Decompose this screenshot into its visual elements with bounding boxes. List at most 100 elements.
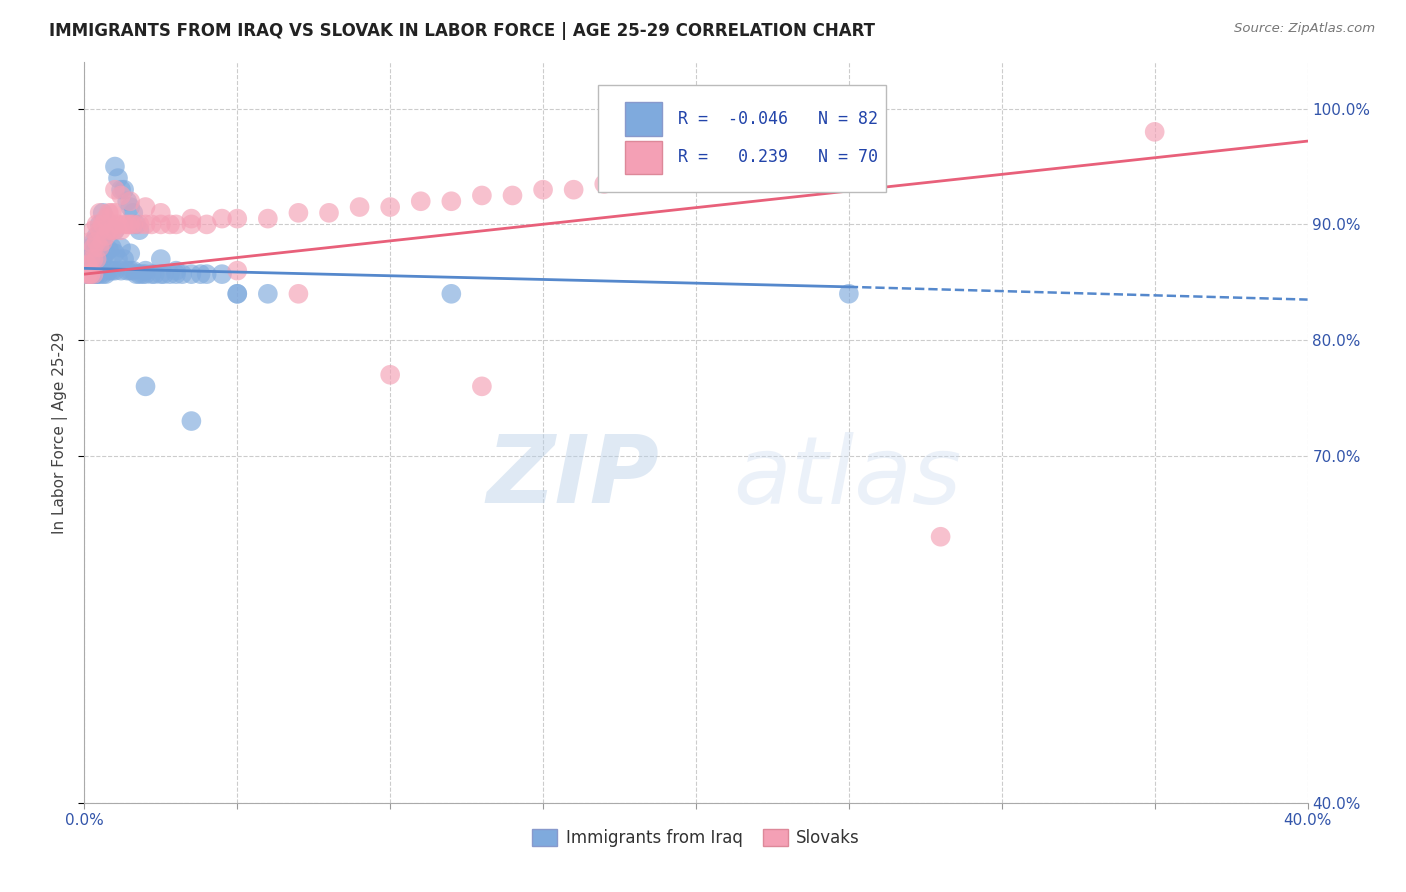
Point: [838, 286, 860, 301]
Point: [226, 286, 249, 301]
Point: [471, 379, 494, 393]
Point: [165, 218, 187, 232]
Point: [115, 194, 138, 209]
Point: [122, 206, 145, 220]
Point: [101, 240, 124, 254]
Point: [211, 211, 233, 226]
Point: [1143, 125, 1166, 139]
Point: [190, 267, 212, 281]
Point: [120, 200, 142, 214]
Point: [593, 177, 616, 191]
Point: [79, 235, 101, 249]
Point: [195, 218, 218, 232]
Point: [112, 252, 135, 266]
Point: [86, 229, 108, 244]
Point: [125, 218, 148, 232]
Point: [149, 218, 172, 232]
Point: [165, 267, 187, 281]
Point: [83, 240, 105, 254]
Point: [211, 267, 233, 281]
Point: [79, 267, 101, 281]
Point: [226, 211, 249, 226]
Point: [83, 258, 105, 272]
Point: [91, 252, 114, 266]
Point: [128, 218, 150, 232]
Point: [101, 223, 124, 237]
Point: [287, 286, 309, 301]
FancyBboxPatch shape: [598, 85, 886, 192]
Point: [531, 183, 554, 197]
Point: [91, 267, 114, 281]
Point: [380, 368, 402, 382]
Point: [94, 229, 117, 244]
Point: [122, 218, 145, 232]
Point: [89, 240, 111, 254]
Point: [159, 218, 181, 232]
Point: [107, 218, 129, 232]
Text: IMMIGRANTS FROM IRAQ VS SLOVAK IN LABOR FORCE | AGE 25-29 CORRELATION CHART: IMMIGRANTS FROM IRAQ VS SLOVAK IN LABOR …: [49, 22, 875, 40]
Point: [180, 267, 202, 281]
Text: R =   0.239   N = 70: R = 0.239 N = 70: [678, 148, 877, 166]
Point: [104, 160, 127, 174]
Point: [79, 240, 101, 254]
Point: [89, 223, 111, 237]
Point: [97, 206, 120, 220]
Point: [79, 267, 101, 281]
Point: [97, 223, 120, 237]
Point: [141, 218, 163, 232]
Point: [135, 200, 157, 214]
Point: [131, 267, 153, 281]
Point: [180, 218, 202, 232]
Point: [79, 252, 101, 266]
Point: [104, 206, 127, 220]
Point: [104, 223, 127, 237]
Point: [110, 223, 132, 237]
Y-axis label: In Labor Force | Age 25-29: In Labor Force | Age 25-29: [52, 332, 67, 533]
Point: [120, 246, 142, 260]
Point: [86, 267, 108, 281]
Point: [149, 267, 172, 281]
Point: [141, 267, 163, 281]
Point: [135, 379, 157, 393]
Point: [83, 252, 105, 266]
Point: [94, 246, 117, 260]
Point: [83, 267, 105, 281]
Point: [94, 223, 117, 237]
Point: [101, 206, 124, 220]
Point: [94, 267, 117, 281]
Point: [624, 171, 647, 186]
Point: [89, 218, 111, 232]
Point: [107, 171, 129, 186]
Point: [83, 246, 105, 260]
Point: [115, 218, 138, 232]
Point: [97, 223, 120, 237]
Point: [91, 206, 114, 220]
Point: [318, 206, 340, 220]
Point: [112, 218, 135, 232]
Point: [101, 263, 124, 277]
Point: [94, 211, 117, 226]
Point: [97, 263, 120, 277]
Point: [86, 235, 108, 249]
Text: atlas: atlas: [733, 432, 960, 523]
Point: [86, 252, 108, 266]
Point: [76, 267, 98, 281]
Point: [89, 267, 111, 281]
Point: [79, 267, 101, 281]
Point: [471, 188, 494, 202]
Point: [110, 183, 132, 197]
Text: ZIP: ZIP: [486, 431, 659, 523]
Point: [97, 243, 120, 257]
Point: [165, 263, 187, 277]
Point: [226, 263, 249, 277]
Point: [125, 267, 148, 281]
Point: [76, 267, 98, 281]
Point: [120, 194, 142, 209]
Point: [86, 218, 108, 232]
Point: [83, 267, 105, 281]
Point: [135, 263, 157, 277]
Point: [110, 240, 132, 254]
Point: [104, 263, 127, 277]
Point: [654, 165, 676, 179]
Point: [110, 263, 132, 277]
